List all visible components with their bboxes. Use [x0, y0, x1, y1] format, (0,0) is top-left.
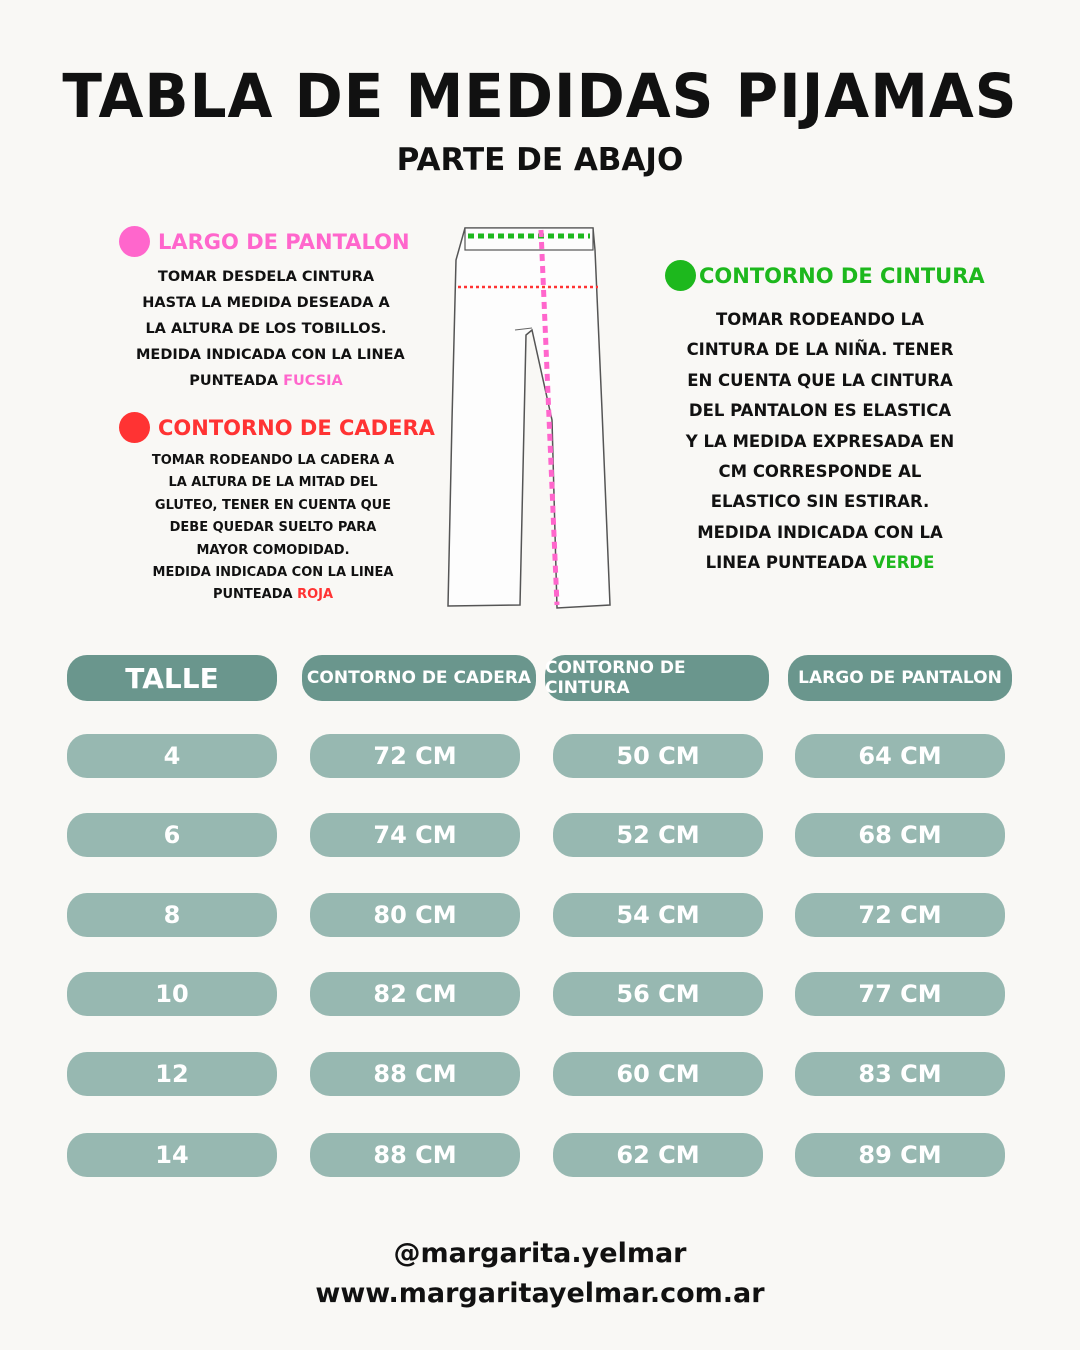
description-line: CINTURA DE LA NIÑA. TENER — [686, 340, 954, 360]
description-line: MEDIDA INDICADA CON LA — [697, 522, 943, 542]
description-line: DEL PANTALON ES ELASTICA — [688, 401, 952, 421]
description-line: TOMAR RODEANDO LA — [716, 310, 924, 329]
cintura-description: TOMAR RODEANDO LA CINTURA DE LA NIÑA. TEN… — [680, 305, 960, 579]
table-cell: 64 CM — [795, 734, 1005, 778]
table-cell: 72 CM — [795, 893, 1005, 937]
largo-heading: LARGO DE PANTALON — [119, 226, 410, 257]
table-cell: 89 CM — [795, 1133, 1005, 1177]
description-line: MEDIDA INDICADA CON LA LINEA — [152, 565, 394, 581]
table-cell: 56 CM — [553, 972, 763, 1016]
color-word: FUCSIA — [283, 373, 343, 389]
table-cell: 54 CM — [553, 893, 763, 937]
table-cell: 14 — [67, 1133, 277, 1177]
red-dot-icon — [119, 412, 150, 443]
pink-dot-icon — [119, 226, 150, 257]
description-line: Y LA MEDIDA EXPRESADA EN — [685, 431, 955, 451]
description-line: TOMAR DESDELA CINTURA — [157, 269, 375, 285]
description-line: TOMAR RODEANDO LA CADERA A — [151, 453, 395, 468]
cadera-heading: CONTORNO DE CADERA — [119, 412, 435, 443]
table-cell: 72 CM — [310, 734, 520, 778]
table-header-2: CONTORNO DE CINTURA — [545, 655, 769, 701]
cintura-heading: CONTORNO DE CINTURA — [665, 260, 985, 291]
table-cell: 88 CM — [310, 1133, 520, 1177]
cadera-description: TOMAR RODEANDO LA CADERA A LA ALTURA DE L… — [143, 450, 403, 607]
table-header-0: TALLE — [67, 655, 277, 701]
table-header-1: CONTORNO DE CADERA — [302, 655, 536, 701]
length-pink-line — [538, 229, 560, 606]
table-cell: 62 CM — [553, 1133, 763, 1177]
description-line: DEBE QUEDAR SUELTO PARA — [169, 520, 377, 536]
page-title: TABLA DE MEDIDAS PIJAMAS — [62, 60, 1018, 132]
table-cell: 80 CM — [310, 893, 520, 937]
description-line: GLUTEO, TENER EN CUENTA QUE — [154, 497, 392, 513]
description-line: CM CORRESPONDE AL — [718, 462, 922, 482]
color-word: VERDE — [872, 553, 935, 573]
green-dot-icon — [665, 260, 696, 291]
website-link[interactable]: www.margaritayelmar.com.ar — [315, 1278, 765, 1309]
description-line: LA ALTURA DE LA MITAD DEL — [168, 475, 378, 491]
instagram-handle[interactable]: @margarita.yelmar — [393, 1238, 687, 1269]
description-line: MAYOR COMODIDAD. — [196, 542, 350, 558]
line-prefix: LINEA PUNTEADA — [705, 553, 873, 573]
description-line: PUNTEADA FUCSIA — [136, 368, 396, 394]
description-line: PUNTEADA ROJA — [143, 584, 403, 606]
table-cell: 8 — [67, 893, 277, 937]
line-prefix: PUNTEADA — [212, 587, 298, 603]
table-cell: 4 — [67, 734, 277, 778]
color-word: ROJA — [297, 587, 334, 603]
table-cell: 52 CM — [553, 813, 763, 857]
table-cell: 83 CM — [795, 1052, 1005, 1096]
description-line: LINEA PUNTEADA VERDE — [680, 548, 960, 578]
table-cell: 88 CM — [310, 1052, 520, 1096]
description-line: ELASTICO SIN ESTIRAR. — [710, 492, 930, 512]
table-cell: 6 — [67, 813, 277, 857]
description-line: EN CUENTA QUE LA CINTURA — [687, 370, 953, 390]
table-cell: 60 CM — [553, 1052, 763, 1096]
table-cell: 74 CM — [310, 813, 520, 857]
line-prefix: PUNTEADA — [189, 373, 284, 389]
cadera-heading-text: CONTORNO DE CADERA — [158, 415, 435, 440]
description-line: LA ALTURA DE LOS TOBILLOS. — [145, 321, 387, 337]
pants-illustration — [447, 227, 611, 609]
table-cell: 82 CM — [310, 972, 520, 1016]
table-header-3: LARGO DE PANTALON — [788, 655, 1012, 701]
description-line: HASTA LA MEDIDA DESEADA A — [142, 295, 390, 311]
table-cell: 77 CM — [795, 972, 1005, 1016]
table-cell: 50 CM — [553, 734, 763, 778]
page-subtitle: PARTE DE ABAJO — [396, 142, 684, 178]
largo-description: TOMAR DESDELA CINTURA HASTA LA MEDIDA DES… — [136, 264, 405, 394]
cintura-heading-text: CONTORNO DE CINTURA — [699, 263, 985, 288]
largo-heading-text: LARGO DE PANTALON — [158, 229, 410, 254]
table-cell: 10 — [67, 972, 277, 1016]
description-line: MEDIDA INDICADA CON LA LINEA — [136, 347, 405, 363]
table-cell: 68 CM — [795, 813, 1005, 857]
table-cell: 12 — [67, 1052, 277, 1096]
